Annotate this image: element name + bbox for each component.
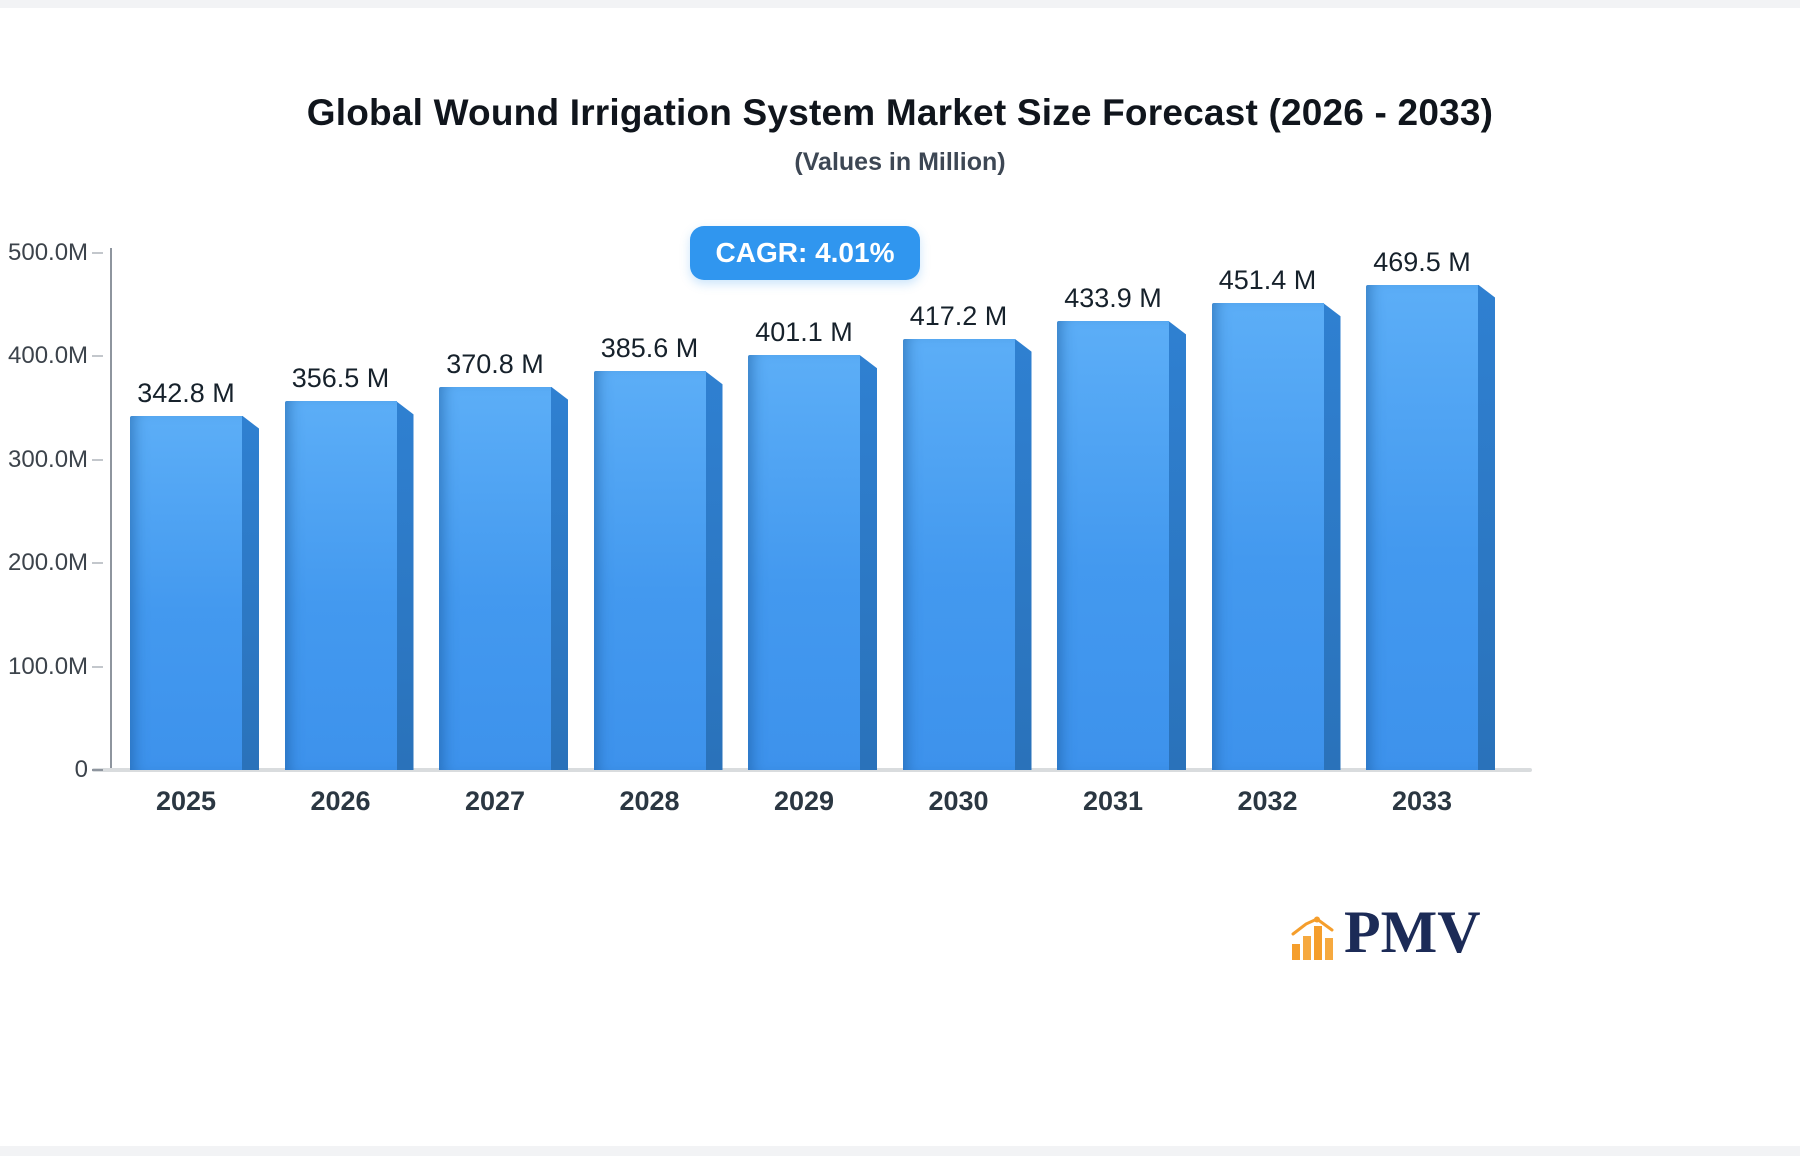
- x-axis-label-2032: 2032: [1237, 786, 1298, 816]
- y-axis-label: 200.0M: [8, 549, 89, 577]
- bar-value-label: 370.8 M: [446, 348, 544, 379]
- x-axis-line: [92, 768, 1532, 772]
- bar-side-2030: [1014, 338, 1032, 770]
- y-axis-label: 500.0M: [8, 239, 89, 266]
- bar-side-2031: [1169, 321, 1186, 770]
- x-axis-label-2026: 2026: [310, 786, 371, 816]
- bar-side-2028: [705, 371, 723, 770]
- bar-2032: [1211, 303, 1324, 770]
- bar-2027: [439, 386, 551, 770]
- bar-value-label: 469.5 M: [1373, 246, 1471, 277]
- pmv-logo-icon: [1291, 916, 1334, 960]
- y-axis-label: 0: [74, 756, 88, 783]
- bar-side-2026: [396, 401, 414, 770]
- bar-2031: [1057, 321, 1169, 770]
- y-axis-tick: [92, 562, 103, 565]
- pmv-logo: PMV: [1290, 902, 1481, 962]
- bar-value-label: 342.8 M: [137, 377, 235, 408]
- bar-2030: [902, 338, 1015, 770]
- bar-2033: [1366, 284, 1478, 770]
- bar-2025: [130, 415, 242, 770]
- x-axis-label-2025: 2025: [155, 786, 217, 816]
- x-axis-label-2030: 2030: [928, 786, 989, 816]
- pmv-logo-text: PMV: [1344, 899, 1481, 965]
- x-axis-label-2031: 2031: [1082, 786, 1144, 816]
- y-axis-tick: [92, 769, 103, 771]
- y-axis-tick: [92, 355, 103, 358]
- bar-side-2032: [1323, 303, 1341, 770]
- chart-title: Global Wound Irrigation System Market Si…: [306, 92, 1494, 133]
- x-axis-label-2028: 2028: [619, 786, 680, 816]
- bottom-edge-band: [0, 1146, 1800, 1156]
- cagr-badge: CAGR: 4.01%: [690, 226, 920, 280]
- bar-side-2033: [1478, 284, 1495, 770]
- x-axis-label-2027: 2027: [464, 786, 526, 816]
- bar-value-label: 401.1 M: [755, 317, 853, 348]
- y-axis-label: 400.0M: [8, 342, 89, 370]
- bar-value-label: 385.6 M: [600, 333, 699, 364]
- bar-value-label: 433.9 M: [1064, 283, 1162, 314]
- x-axis-label-2033: 2033: [1391, 786, 1453, 816]
- bar-side-2027: [551, 386, 568, 770]
- y-axis-line: [110, 248, 112, 772]
- top-edge-band: [0, 0, 1800, 8]
- y-axis-label: 100.0M: [8, 652, 89, 680]
- bar-value-label: 417.2 M: [909, 300, 1008, 331]
- bar-side-2029: [860, 355, 877, 770]
- bar-2028: [593, 371, 706, 770]
- cagr-badge-label: CAGR: 4.01%: [715, 237, 895, 268]
- y-axis-tick: [92, 665, 103, 668]
- bar-side-2025: [242, 415, 259, 770]
- x-axis-label-2029: 2029: [773, 786, 835, 816]
- bar-2026: [284, 401, 397, 770]
- y-axis-tick: [92, 458, 103, 461]
- y-axis-tick: [92, 252, 103, 254]
- chart-subtitle: (Values in Million): [794, 148, 1006, 176]
- bar-value-label: 356.5 M: [291, 363, 390, 394]
- bar-value-label: 451.4 M: [1218, 265, 1317, 296]
- bar-2029: [748, 355, 860, 770]
- y-axis-label: 300.0M: [8, 445, 89, 473]
